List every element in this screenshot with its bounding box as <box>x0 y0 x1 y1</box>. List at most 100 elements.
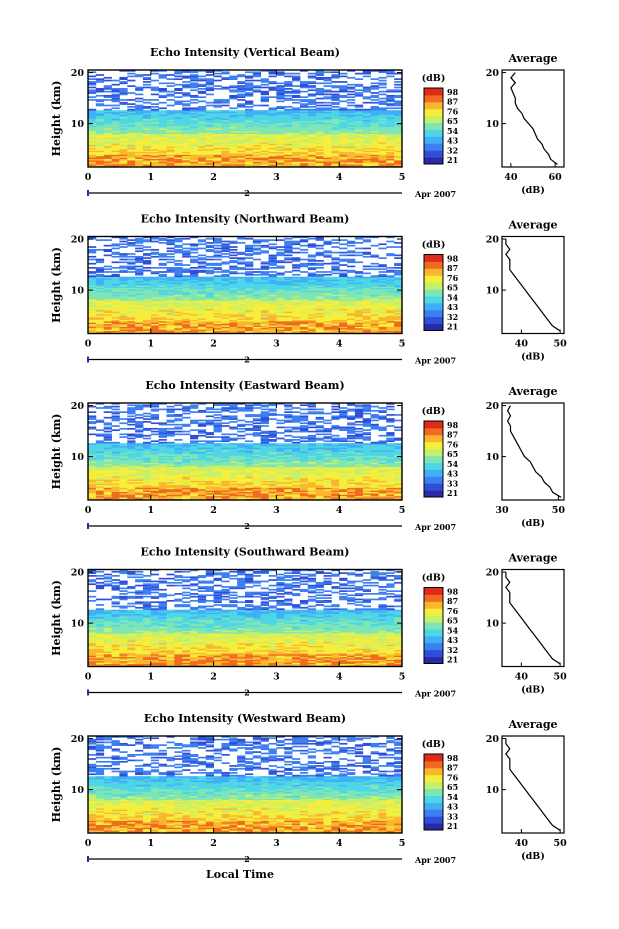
x-tick-label: 5 <box>399 505 406 516</box>
profile-x-tick-label: 40 <box>515 838 529 849</box>
profile-title: Average <box>507 718 557 731</box>
profile-y-tick-label: 20 <box>486 235 500 246</box>
profile-line <box>505 738 561 831</box>
profile-x-tick-label: 40 <box>515 339 529 350</box>
profile-x-label: (dB) <box>521 851 545 862</box>
day-marker: 2 <box>244 521 250 531</box>
profile-y-tick-label: 10 <box>486 785 500 796</box>
panel-title: Echo Intensity (Vertical Beam) <box>150 46 340 59</box>
colorbar-label: (dB) <box>422 573 446 584</box>
colorbar-label: (dB) <box>422 406 446 417</box>
profile-y-tick-label: 20 <box>486 568 500 579</box>
colorbar-tick-label: 32 <box>447 145 458 155</box>
profile-title: Average <box>507 52 557 65</box>
average-profile: Average 10 20 40 50 (dB) <box>486 219 567 363</box>
colorbar-tick-label: 21 <box>447 488 458 498</box>
colorbar-tick-label: 43 <box>447 802 459 812</box>
profile-x-tick-label: 40 <box>504 172 518 183</box>
profile-frame <box>501 568 565 668</box>
x-tick-label: 4 <box>336 172 343 183</box>
heatmap-field <box>88 236 403 334</box>
colorbar-tick-label: 43 <box>447 635 459 645</box>
colorbar-tick-label: 87 <box>447 763 458 773</box>
colorbar-tick-label: 65 <box>447 616 458 626</box>
colorbar <box>423 420 444 498</box>
plot-frame <box>87 69 403 168</box>
profile-y-tick-label: 10 <box>486 619 500 630</box>
y-tick-label: 10 <box>71 785 85 796</box>
panel-title: Echo Intensity (Southward Beam) <box>141 546 350 559</box>
panel-title: Echo Intensity (Westward Beam) <box>144 712 346 725</box>
x-tick-label: 0 <box>85 672 92 683</box>
y-axis-label: Height (km) <box>50 580 63 656</box>
profile-x-tick-label: 60 <box>549 172 563 183</box>
y-axis-label: Height (km) <box>50 81 63 157</box>
x-tick-label: 3 <box>273 838 280 849</box>
colorbar-tick-label: 98 <box>447 420 459 430</box>
colorbar <box>423 753 444 831</box>
x-tick-label: 4 <box>336 672 343 683</box>
heatmap-field <box>88 403 403 501</box>
colorbar-tick-label: 76 <box>447 439 459 449</box>
x-tick-label: 5 <box>399 339 406 350</box>
colorbar-tick-label: 65 <box>447 449 458 459</box>
y-tick-label: 20 <box>71 235 85 246</box>
profile-line <box>505 572 561 665</box>
colorbar <box>423 254 444 331</box>
date-label: Apr 2007 <box>414 522 456 532</box>
x-tick-label: 4 <box>336 339 343 350</box>
colorbar-tick-label: 76 <box>447 273 459 283</box>
date-label: Apr 2007 <box>414 855 456 865</box>
colorbar-tick-label: 21 <box>447 655 458 665</box>
y-axis-label: Height (km) <box>50 247 63 323</box>
x-tick-label: 1 <box>147 172 154 183</box>
profile-title: Average <box>507 385 557 398</box>
panel-1: Echo Intensity (Vertical Beam) Height (km… <box>50 46 565 199</box>
colorbar-tick-label: 32 <box>447 312 458 322</box>
profile-x-tick-label: 50 <box>554 838 568 849</box>
colorbar-tick-label: 54 <box>447 459 459 469</box>
y-tick-label: 20 <box>71 401 85 412</box>
panel-title: Echo Intensity (Northward Beam) <box>141 213 350 226</box>
profile-x-tick-label: 50 <box>554 672 568 683</box>
colorbar-tick-label: 21 <box>447 155 458 165</box>
colorbar <box>423 587 444 664</box>
profile-y-tick-label: 10 <box>486 452 500 463</box>
profile-line <box>510 72 558 165</box>
x-tick-label: 4 <box>336 838 343 849</box>
x-tick-label: 0 <box>85 339 92 350</box>
profile-y-tick-label: 20 <box>486 68 500 79</box>
heatmap-field <box>88 569 403 667</box>
x-tick-label: 3 <box>273 339 280 350</box>
x-tick-label: 1 <box>147 505 154 516</box>
x-tick-label: 3 <box>273 672 280 683</box>
average-profile: Average 10 20 40 50 (dB) <box>486 552 567 696</box>
colorbar-tick-label: 76 <box>447 606 459 616</box>
average-profile: Average 10 20 40 60 (dB) <box>486 52 565 196</box>
colorbar-tick-label: 43 <box>447 469 459 479</box>
colorbar-tick-label: 21 <box>447 821 458 831</box>
y-tick-label: 10 <box>71 619 85 630</box>
average-profile: Average 10 20 40 50 (dB) <box>486 718 567 862</box>
x-tick-label: 3 <box>273 172 280 183</box>
colorbar-tick-label: 65 <box>447 283 458 293</box>
panel-4: Echo Intensity (Southward Beam) Height (k… <box>50 546 567 699</box>
average-profile: Average 10 20 30 50 (dB) <box>486 385 566 529</box>
x-tick-label: 1 <box>147 838 154 849</box>
x-tick-label: 3 <box>273 505 280 516</box>
x-tick-label: 2 <box>210 339 217 350</box>
x-tick-label: 1 <box>147 339 154 350</box>
profile-frame <box>501 735 565 834</box>
day-marker: 2 <box>244 688 250 698</box>
profile-y-tick-label: 10 <box>486 286 500 297</box>
x-tick-label: 5 <box>399 838 406 849</box>
plot-frame <box>87 735 403 834</box>
colorbar-tick-label: 43 <box>447 302 459 312</box>
x-tick-label: 2 <box>210 838 217 849</box>
colorbar-tick-label: 87 <box>447 596 458 606</box>
colorbar-tick-label: 33 <box>447 811 459 821</box>
x-tick-label: 2 <box>210 672 217 683</box>
date-label: Apr 2007 <box>414 356 456 366</box>
colorbar-label: (dB) <box>422 240 446 251</box>
y-tick-label: 10 <box>71 286 85 297</box>
